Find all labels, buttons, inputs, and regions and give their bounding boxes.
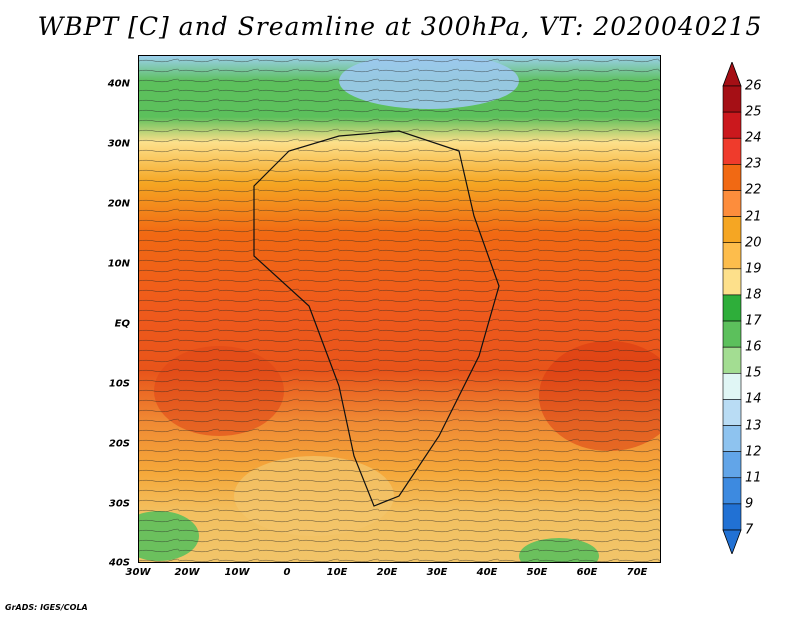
map-field (139, 56, 660, 562)
colorbar-label: 16 (745, 339, 762, 355)
colorbar-block (722, 216, 742, 244)
colorbar-block (722, 190, 742, 217)
colorbar-block (722, 451, 742, 479)
colorbar-block (722, 346, 742, 374)
chart-title: WBPT [C] and Sreamline at 300hPa, VT: 20… (37, 12, 763, 41)
colorbar-label: 11 (745, 470, 762, 486)
colorbar-block (722, 137, 742, 165)
colorbar-block (722, 85, 742, 113)
colorbar-label: 13 (745, 418, 762, 434)
colorbar-block (722, 268, 742, 296)
lat-label: 40S (108, 557, 130, 569)
colorbar-label: 9 (745, 496, 754, 512)
colorbar-block (722, 399, 742, 426)
lat-label: 30N (107, 138, 130, 150)
colorbar-label: 18 (745, 287, 762, 303)
colorbar-block (722, 111, 742, 139)
africa-coastline (253, 130, 500, 507)
colorbar (722, 62, 742, 554)
colorbar-block (722, 477, 742, 505)
colorbar-label: 19 (745, 261, 762, 277)
lon-label: 10E (326, 567, 348, 578)
colorbar-label: 14 (745, 391, 762, 407)
colorbar-label: 26 (745, 78, 762, 94)
lat-label: 40N (107, 78, 130, 90)
footer-credit: GrADS: IGES/COLA (5, 603, 88, 612)
lat-label: 30S (108, 498, 130, 510)
map-plot (138, 55, 661, 563)
colorbar-block (722, 164, 742, 191)
colorbar-block (722, 425, 742, 452)
lat-label: 20N (107, 198, 130, 210)
colorbar-label: 21 (745, 209, 762, 225)
lon-label: 0 (283, 567, 291, 578)
colorbar-block (722, 320, 742, 348)
lat-label: EQ (114, 318, 130, 330)
colorbar-bottom-arrow (722, 529, 742, 554)
lon-label: 10W (224, 567, 250, 578)
lat-label: 20S (108, 438, 130, 450)
colorbar-label: 24 (745, 130, 762, 146)
lat-label: 10N (107, 258, 130, 270)
colorbar-top-arrow (722, 62, 742, 87)
colorbar-block (722, 294, 742, 322)
colorbar-block (722, 372, 742, 400)
colorbar-label: 17 (745, 313, 762, 329)
colorbar-label: 7 (745, 522, 754, 538)
lon-label: 60E (576, 567, 598, 578)
colorbar-label: 15 (745, 365, 762, 381)
lon-label: 40E (476, 567, 498, 578)
lon-label: 50E (526, 567, 548, 578)
lon-label: 20W (174, 567, 200, 578)
lon-label: 30W (125, 567, 151, 578)
colorbar-block (722, 242, 742, 270)
colorbar-label: 25 (745, 104, 762, 120)
colorbar-label: 20 (745, 235, 762, 251)
colorbar-label: 23 (745, 156, 762, 172)
colorbar-label: 12 (745, 444, 762, 460)
lon-label: 20E (376, 567, 398, 578)
lon-label: 70E (626, 567, 648, 578)
lon-label: 30E (426, 567, 448, 578)
lat-label: 10S (108, 378, 130, 390)
colorbar-block (722, 503, 742, 531)
colorbar-label: 22 (745, 182, 762, 198)
